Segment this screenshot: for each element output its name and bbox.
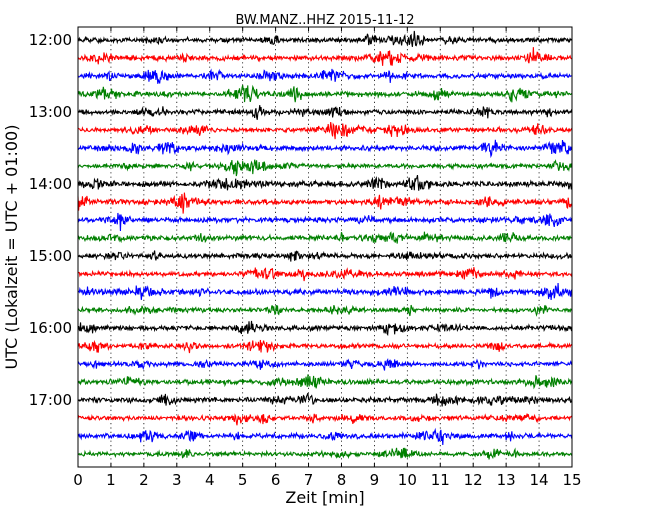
x-tick-label-5: 5: [238, 471, 248, 489]
chart-title: BW.MANZ..HHZ 2015-11-12: [235, 13, 414, 28]
trace-1345-line: [77, 159, 573, 177]
x-tick-label-7: 7: [304, 471, 314, 489]
trace-1745-line: [77, 447, 573, 460]
trace-1545-line: [77, 304, 573, 317]
trace-1630-line: [77, 357, 573, 371]
trace-1515-line: [77, 267, 573, 282]
x-tick-label-0: 0: [73, 471, 83, 489]
x-tick-label-9: 9: [370, 471, 380, 489]
x-tick-label-13: 13: [497, 471, 516, 489]
trace-1215-line: [77, 47, 573, 66]
x-tick-label-12: 12: [464, 471, 483, 489]
x-tick-label-6: 6: [271, 471, 281, 489]
x-tick-label-15: 15: [562, 471, 581, 489]
trace-1500-line: [77, 250, 573, 262]
x-tick-label-14: 14: [530, 471, 549, 489]
trace-1315-line: [77, 121, 573, 140]
trace-1445-line: [77, 231, 573, 244]
x-tick-label-4: 4: [205, 471, 215, 489]
trace-1430-line: [77, 212, 573, 231]
trace-1715-line: [77, 413, 573, 426]
trace-1530-line: [77, 283, 573, 301]
y-tick-label-5: 17:00: [29, 391, 72, 409]
y-tick-label-0: 12:00: [29, 31, 72, 49]
trace-1730-line: [77, 427, 573, 446]
trace-1615-line: [77, 339, 573, 354]
y-axis-label: UTC (Lokalzeit = UTC + 01:00): [2, 125, 21, 370]
trace-1645-line: [77, 374, 573, 390]
trace-1700-line: [77, 392, 573, 407]
trace-1400-line: [77, 174, 573, 191]
y-axis-ticks: 12:00 13:00 14:00 15:00 16:00 17:00: [29, 31, 572, 409]
trace-1230-line: [77, 68, 573, 84]
x-tick-label-1: 1: [106, 471, 116, 489]
plot-frame: [77, 26, 573, 468]
trace-1330-line: [77, 139, 572, 159]
x-axis-ticks: 0 1 2 3 4 5 6 7 8 9 10 11 12 13 14 15: [73, 27, 582, 489]
x-tick-label-2: 2: [139, 471, 149, 489]
grid: [110, 27, 540, 467]
trace-1600-line: [77, 320, 573, 337]
trace-1200-line: [77, 30, 573, 47]
y-tick-label-3: 15:00: [29, 247, 72, 265]
x-tick-label-10: 10: [398, 471, 417, 489]
y-tick-label-4: 16:00: [29, 319, 72, 337]
x-tick-label-8: 8: [337, 471, 347, 489]
x-tick-label-11: 11: [431, 471, 450, 489]
y-tick-label-2: 14:00: [29, 175, 72, 193]
y-tick-label-1: 13:00: [29, 103, 72, 121]
trace-1415-line: [77, 192, 573, 214]
trace-1245-line: [77, 84, 573, 103]
trace-1300-line: [77, 105, 573, 120]
traces: [77, 30, 573, 460]
x-tick-label-3: 3: [172, 471, 182, 489]
x-axis-label: Zeit [min]: [285, 488, 364, 507]
